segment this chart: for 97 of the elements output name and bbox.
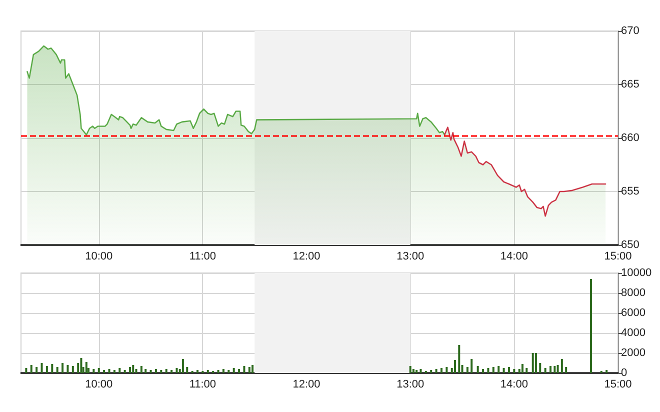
bar <box>238 369 240 373</box>
bar <box>56 367 58 373</box>
bar <box>132 365 134 373</box>
y-tick-label: 10000 <box>621 267 652 279</box>
bar <box>150 370 152 373</box>
bar <box>532 353 534 373</box>
bar <box>590 279 592 373</box>
bar <box>556 365 559 373</box>
y-tick-label: 670 <box>621 25 640 37</box>
bar <box>232 368 235 373</box>
bar <box>435 369 438 373</box>
bar <box>243 366 246 373</box>
bar <box>544 368 546 373</box>
bar <box>248 367 250 373</box>
bar <box>565 367 568 373</box>
x-tick-label: 10:00 <box>85 250 113 262</box>
bar <box>416 370 418 373</box>
bar <box>108 369 110 373</box>
bar <box>606 370 608 373</box>
bar <box>466 367 468 373</box>
x-tick-label: 11:00 <box>189 378 216 390</box>
bar <box>206 370 209 373</box>
y-tick-label: 650 <box>621 239 640 251</box>
bar <box>446 367 448 373</box>
bar <box>217 370 220 373</box>
bar <box>521 364 524 373</box>
bar <box>160 370 162 373</box>
x-tick-label: 14:00 <box>500 250 528 262</box>
bar <box>470 359 473 373</box>
bar <box>534 353 537 373</box>
bar <box>25 368 28 373</box>
bar <box>554 366 556 373</box>
x-tick-label: 12:00 <box>292 378 320 390</box>
bar <box>409 366 412 373</box>
y-tick-label: 8000 <box>621 287 646 299</box>
bar <box>85 362 88 373</box>
y-tick-label: 2000 <box>621 347 646 359</box>
bar <box>62 363 64 373</box>
y-tick-label: 660 <box>621 132 640 144</box>
bar <box>186 367 188 373</box>
x-tick-label: 12:00 <box>292 250 320 262</box>
bar <box>154 369 157 373</box>
bar <box>487 368 490 373</box>
bar <box>513 369 516 373</box>
bar <box>560 359 563 373</box>
bar <box>66 365 69 373</box>
bar <box>165 369 168 373</box>
bar <box>412 369 414 373</box>
bar <box>430 370 432 373</box>
x-tick-label: 13:00 <box>396 378 424 390</box>
bar <box>498 366 500 373</box>
bar <box>135 369 138 373</box>
bar <box>80 358 82 373</box>
x-tick-label: 15:00 <box>604 250 632 262</box>
bar <box>72 366 74 373</box>
bar <box>539 363 542 373</box>
y-tick-label: 655 <box>621 186 640 198</box>
bar <box>196 370 199 373</box>
bar <box>140 366 142 373</box>
bar <box>440 368 442 373</box>
bar <box>46 366 48 373</box>
y-tick-label: 665 <box>621 78 640 90</box>
y-tick-label: 6000 <box>621 307 646 319</box>
bar <box>454 360 456 373</box>
x-tick-label: 11:00 <box>189 250 216 262</box>
bar <box>492 367 494 373</box>
bar <box>228 370 230 373</box>
bar <box>170 370 173 373</box>
bar <box>502 368 505 373</box>
bar <box>458 345 460 373</box>
bar <box>476 366 479 373</box>
bar <box>98 368 100 373</box>
bar <box>113 370 116 373</box>
bar <box>420 369 422 373</box>
bar <box>36 367 38 373</box>
bar <box>40 363 43 373</box>
y-tick-label: 0 <box>621 367 628 379</box>
bar <box>182 359 184 373</box>
x-tick-label: 10:00 <box>85 378 113 390</box>
bar <box>508 367 510 373</box>
x-tick-label: 14:00 <box>500 378 528 390</box>
x-tick-label: 15:00 <box>604 378 632 390</box>
bar <box>176 368 178 373</box>
bar <box>124 370 126 373</box>
bar <box>51 364 54 373</box>
bar <box>550 366 552 373</box>
bar <box>482 369 484 373</box>
y-tick-label: 4000 <box>621 327 646 339</box>
bar <box>103 370 106 373</box>
bar <box>252 365 254 373</box>
bar <box>129 367 132 373</box>
bar <box>118 368 121 373</box>
bar <box>526 368 528 373</box>
bar <box>92 369 95 373</box>
x-tick-label: 13:00 <box>396 250 424 262</box>
bar <box>144 369 147 373</box>
bar <box>222 369 224 373</box>
